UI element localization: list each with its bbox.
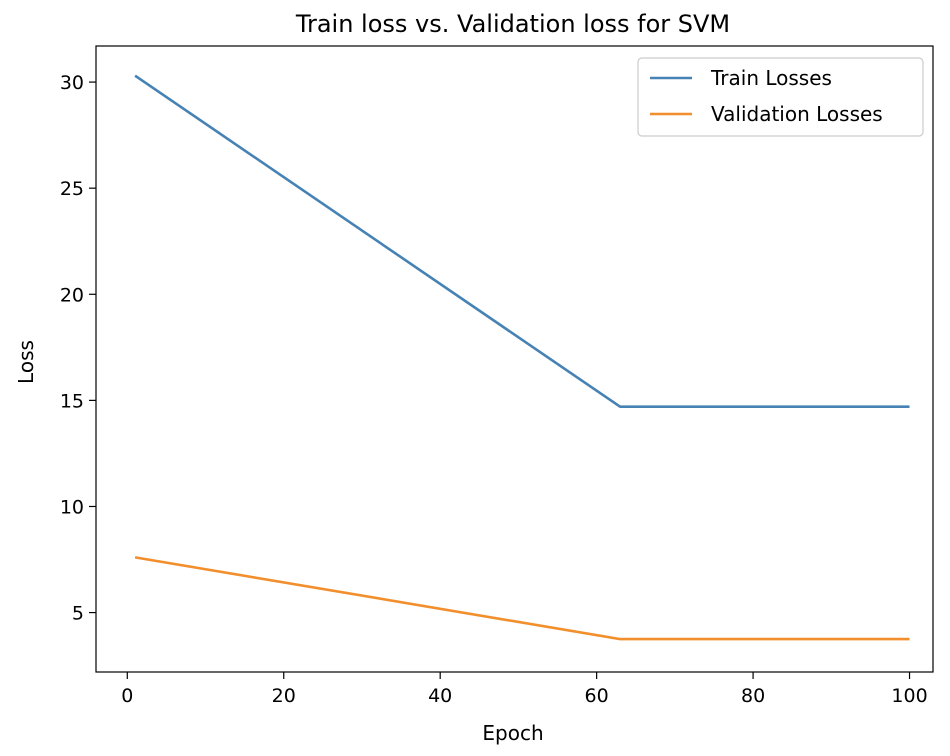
legend: Train Losses Validation Losses	[637, 57, 924, 137]
x-tick-label: 40	[428, 685, 452, 707]
series-line-0	[134, 74, 910, 409]
axes-frame	[95, 45, 934, 673]
chart-title: Train loss vs. Validation loss for SVM	[295, 10, 730, 38]
y-tick-label: 20	[60, 284, 84, 306]
series-lines	[134, 74, 910, 641]
plot-area	[95, 45, 934, 673]
legend-label: Validation Losses	[711, 102, 883, 126]
x-tick-label: 0	[121, 685, 133, 707]
y-tick-label: 10	[60, 496, 84, 518]
axis-ticks: 0 20 40 60 80 100 5 10 15 20 25 30	[60, 72, 928, 707]
y-tick-label: 25	[60, 178, 84, 200]
y-tick-label: 5	[72, 603, 84, 625]
x-tick-label: 60	[585, 685, 609, 707]
legend-box	[637, 57, 924, 137]
y-axis-label: Loss	[14, 340, 38, 384]
x-tick-label: 80	[741, 685, 765, 707]
x-tick-label: 20	[272, 685, 296, 707]
y-tick-label: 15	[60, 390, 84, 412]
legend-label: Train Losses	[710, 66, 832, 90]
x-tick-label: 100	[891, 685, 927, 707]
y-tick-label: 30	[60, 72, 84, 94]
x-axis-label: Epoch	[482, 721, 543, 745]
series-line-1	[134, 556, 910, 641]
